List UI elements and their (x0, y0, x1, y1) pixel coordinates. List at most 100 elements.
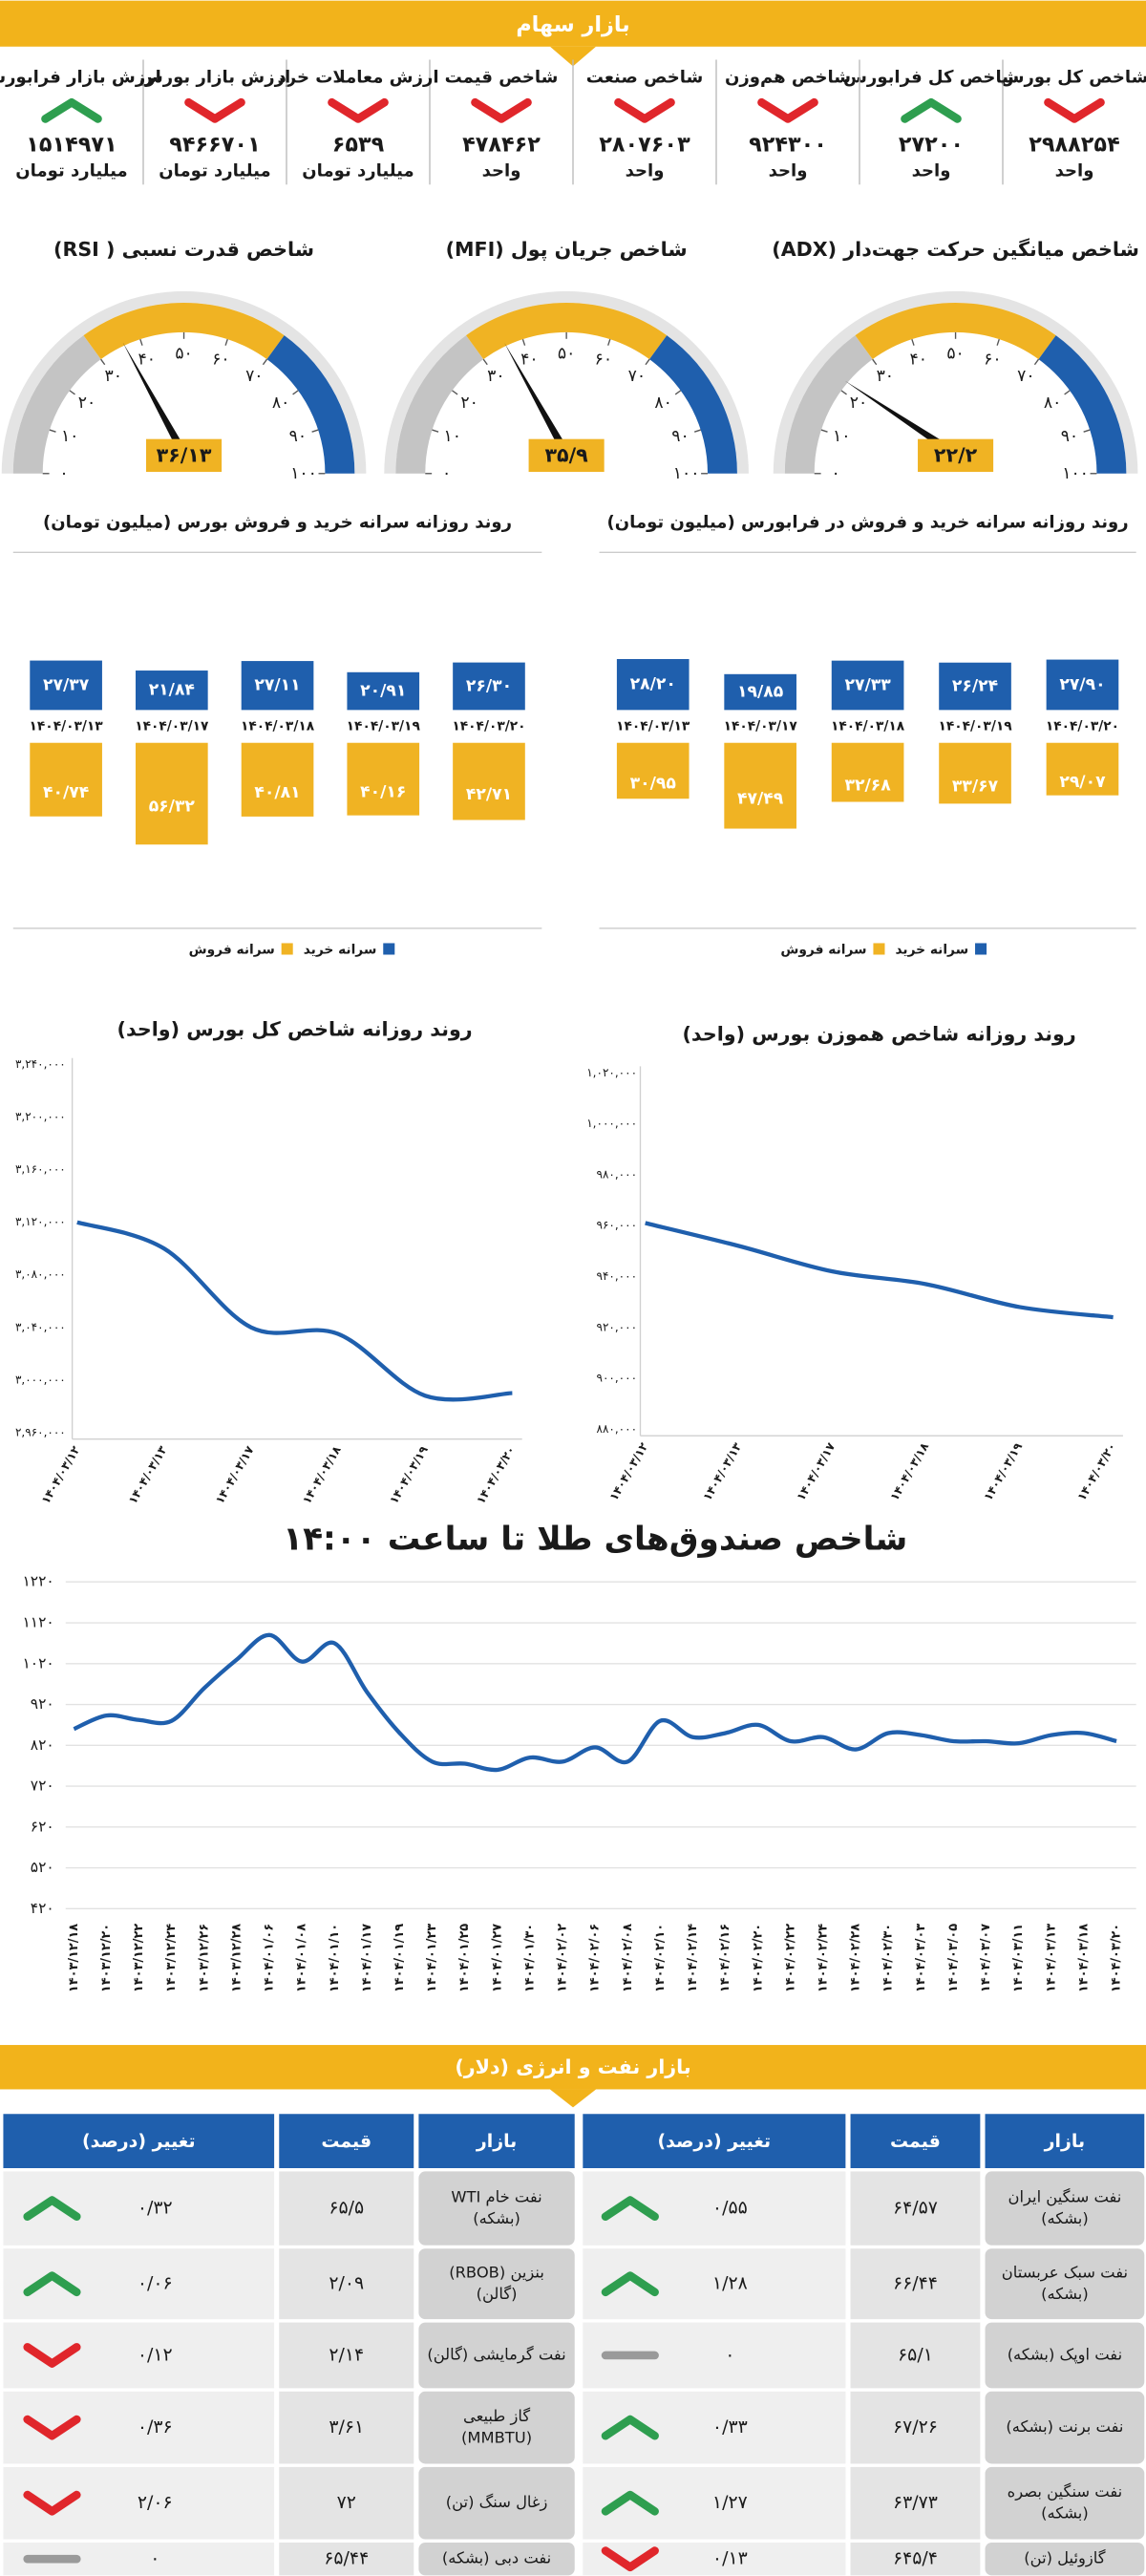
x-tick-label: ۱۴۰۴/۰۲/۱۰ (653, 1924, 668, 1992)
x-tick-label: ۱۴۰۴/۰۳/۱۲ (39, 1443, 83, 1506)
gauge-tick (1033, 358, 1040, 366)
bar (1046, 659, 1119, 711)
y-tick-label: ۹۰۰,۰۰۰ (597, 1372, 638, 1385)
x-tick-label: ۱۴۰۴/۰۱/۱۷ (360, 1924, 374, 1992)
market-name: نفت خام WTI (451, 2187, 541, 2205)
table-cell (850, 2466, 981, 2540)
x-tick-label: ۱۴۰۴/۰۳/۱۹ (981, 1440, 1025, 1503)
gauge-tick (693, 429, 701, 433)
x-tick-label: ۱۴۰۴/۰۲/۲۸ (849, 1924, 863, 1992)
y-tick-label: ۲,۹۶۰,۰۰۰ (15, 1425, 66, 1438)
chart-title: روند روزانه شاخص کل بورس (واحد) (117, 1018, 473, 1041)
market-name: (بشکه) (473, 2209, 520, 2227)
y-tick-label: ۳,۱۲۰,۰۰۰ (15, 1215, 66, 1228)
table-cell (279, 2466, 414, 2540)
market-name: گازوئیل (تن) (1024, 2549, 1105, 2568)
table-cell (850, 2542, 981, 2576)
gauge-band (784, 335, 873, 474)
gauge-tick (139, 338, 143, 346)
table-cell (418, 2322, 575, 2389)
market-name: نفت سنگین بصره (1008, 2482, 1122, 2501)
bar (939, 662, 1011, 711)
x-tick-label: ۱۴۰۴/۰۳/۱۳ (616, 719, 690, 734)
index-value: ۲۷۲۰۰ (899, 132, 964, 157)
index-unit: میلیارد تومان (15, 160, 127, 181)
index-label: شاخص کل بورس (1001, 67, 1146, 87)
x-tick-label: ۱۴۰۴/۰۲/۲۲ (783, 1924, 797, 1992)
table-header: تغییر (درصد) (658, 2131, 772, 2152)
table-cell (3, 2391, 275, 2464)
gauge-title: شاخص قدرت نسبی ( RSI) (53, 238, 314, 261)
trend-arrow (23, 2490, 81, 2516)
price: ۲/۰۹ (329, 2273, 364, 2294)
gauge-tick (100, 358, 106, 366)
gauge-tick-label: ۱۰ (444, 427, 461, 446)
table-header-cell (583, 2114, 846, 2168)
gauge-tick-label: ۵۰ (558, 344, 575, 363)
bar-label: ۲۷/۱۱ (254, 676, 300, 695)
legend-label: سرانه خرید (895, 942, 968, 957)
table-header-cell (3, 2114, 275, 2168)
legend-swatch (383, 943, 395, 955)
table-cell (583, 2391, 846, 2464)
table-cell (985, 2248, 1145, 2320)
table-header: قیمت (321, 2131, 371, 2152)
gauge-tick (432, 429, 439, 433)
table-cell (985, 2171, 1145, 2246)
legend-label: سرانه فروش (780, 942, 866, 957)
gauge-value: ۳۶/۱۳ (157, 444, 212, 467)
table-header: قیمت (890, 2131, 941, 2152)
gauge-tick (820, 429, 828, 433)
x-tick-label: ۱۴۰۴/۰۳/۱۹ (938, 719, 1012, 734)
change: ۰/۳۳ (712, 2416, 748, 2438)
x-tick-label: ۱۴۰۴/۰۳/۲۰ (452, 719, 525, 734)
gauge-band (466, 302, 668, 360)
gauge-tick (840, 390, 847, 395)
index-label: ارزش بازار بورس (139, 67, 290, 87)
gauge-value-box (528, 438, 605, 473)
x-tick-label: ۱۴۰۴/۰۳/۱۸ (1076, 1924, 1091, 1992)
x-tick-label: ۱۴۰۴/۰۳/۱۲ (606, 1440, 650, 1503)
change: ۰/۳۲ (138, 2198, 173, 2219)
y-tick-label: ۹۶۰,۰۰۰ (597, 1219, 638, 1232)
index-label: شاخص هم‌وزن (725, 67, 851, 87)
chart-title: شاخص صندوق‌های طلا تا ساعت ۱۴:۰۰ (283, 1521, 907, 1559)
gauge-tick (224, 338, 228, 346)
trend-arrow (23, 2196, 81, 2222)
x-tick-label: ۱۴۰۴/۰۱/۲۳ (425, 1924, 439, 1992)
change: ۰/۰۶ (138, 2273, 173, 2294)
x-tick-label: ۱۴۰۴/۰۱/۲۵ (457, 1924, 472, 1992)
trend-arrow (601, 2196, 659, 2222)
x-tick-label: ۱۴۰۴/۰۲/۱۴ (686, 1924, 700, 1992)
gauge-tick (1064, 390, 1071, 395)
legend-swatch (975, 943, 987, 955)
gauge-tick-label: ۸۰ (272, 394, 289, 413)
price: ۲/۱۴ (329, 2344, 364, 2365)
gauge-tick (645, 358, 650, 366)
x-tick-label: ۱۴۰۴/۰۱/۱۰ (328, 1924, 342, 1992)
gauge-tick-label: ۳۰ (877, 367, 894, 386)
gauge-tick (452, 390, 458, 395)
x-tick-label: ۱۴۰۴/۰۳/۱۸ (300, 1443, 344, 1506)
price: ۶۴/۵۷ (893, 2198, 938, 2219)
bar-label: ۴۷/۴۹ (737, 789, 784, 808)
price: ۶۵/۱ (898, 2344, 933, 2365)
gauge-tick-label: ۲۰ (78, 394, 96, 413)
x-tick-label: ۱۴۰۴/۰۳/۱۹ (347, 719, 421, 734)
gauge-tick-label: ۱۰ (833, 427, 850, 446)
y-tick-label: ۵۲۰ (31, 1859, 54, 1876)
gauge-tick-label: ۵۰ (946, 344, 964, 363)
gauge-band (266, 335, 355, 474)
table-header: بازار (1044, 2131, 1085, 2152)
gauge-tick-label: ۱۰۰ (290, 464, 317, 483)
market-name: زغال سنگ (تن) (446, 2493, 548, 2512)
table-cell (850, 2248, 981, 2320)
gauge-tick-label: ۲۰ (460, 394, 478, 413)
x-tick-label: ۱۴۰۴/۰۳/۱۷ (794, 1440, 838, 1503)
bar-label: ۲۶/۲۴ (952, 677, 998, 696)
x-tick-label: ۱۴۰۴/۰۲/۰۶ (588, 1924, 603, 1992)
gauge-tick-label: ۸۰ (1044, 394, 1061, 413)
x-tick-label: ۱۴۰۴/۰۲/۰۸ (621, 1924, 635, 1992)
